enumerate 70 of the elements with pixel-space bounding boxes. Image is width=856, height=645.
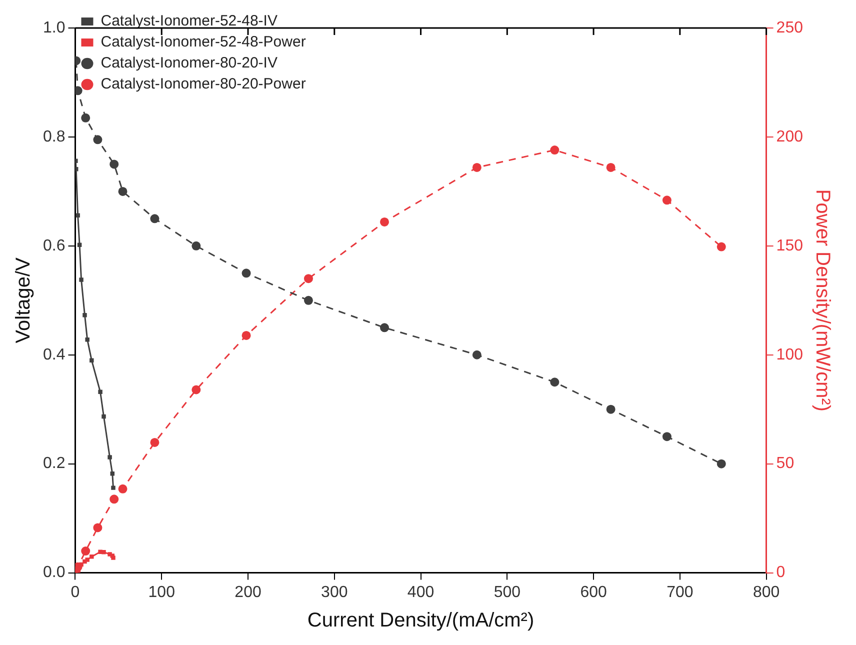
x-axis-title: Current Density/(mA/cm²) <box>307 610 534 632</box>
point <box>77 242 82 247</box>
point <box>606 404 616 414</box>
point <box>76 213 80 218</box>
point <box>304 274 313 284</box>
point <box>85 558 90 562</box>
point <box>108 455 112 460</box>
point <box>150 214 160 224</box>
point <box>118 484 128 494</box>
point <box>662 196 672 205</box>
y-axis-title: Voltage/V <box>12 256 35 344</box>
y2-tick-label: 100 <box>776 346 804 364</box>
point <box>550 146 560 155</box>
point <box>111 486 116 490</box>
y2-tick-label: 200 <box>776 128 804 146</box>
y2-tick-label: 50 <box>776 455 794 472</box>
point <box>242 330 251 340</box>
x-tick-label: 0 <box>70 584 80 601</box>
x-tick-label: 800 <box>752 584 780 601</box>
y-tick-label: 0.0 <box>42 564 66 582</box>
point <box>110 472 115 476</box>
point <box>82 312 87 318</box>
point <box>79 278 84 282</box>
y-tick-label: 0.6 <box>42 237 66 254</box>
point <box>110 160 119 169</box>
y-tick-label: 0.4 <box>42 346 66 364</box>
point <box>102 414 106 419</box>
point <box>550 378 560 387</box>
y2-tick-label: 0 <box>776 564 786 582</box>
y-tick-label: 1.0 <box>42 19 66 36</box>
y-tick-label: 0.8 <box>42 128 66 146</box>
point <box>606 162 616 172</box>
point <box>192 241 201 250</box>
y2-tick-label: 150 <box>776 237 804 254</box>
point <box>242 268 251 278</box>
point <box>472 162 482 172</box>
point <box>716 242 726 252</box>
x-tick-label: 700 <box>666 584 694 601</box>
point <box>81 546 90 556</box>
x-tick-label: 600 <box>580 584 607 601</box>
point <box>380 217 389 226</box>
x-tick-label: 200 <box>234 584 262 601</box>
point <box>81 113 90 122</box>
x-tick-label: 400 <box>407 584 434 601</box>
point <box>150 438 160 447</box>
point <box>93 523 102 532</box>
point <box>90 554 94 559</box>
point <box>380 323 389 332</box>
x-tick-label: 500 <box>494 584 521 601</box>
point <box>93 135 102 144</box>
point <box>90 358 94 362</box>
x-tick-label: 100 <box>148 584 176 601</box>
point <box>304 296 313 305</box>
y2-axis-title: Power Density/(mW/cm²) <box>811 189 834 412</box>
y2-tick-label: 250 <box>776 19 804 36</box>
point <box>102 550 106 554</box>
x-tick-label: 300 <box>321 584 348 601</box>
legend-label: Catalyst-Ionomer-52-48-IV <box>100 12 278 30</box>
point <box>98 390 102 394</box>
point <box>662 432 672 442</box>
point <box>472 350 482 360</box>
legend-label: Catalyst-Ionomer-52-48-Power <box>100 34 306 51</box>
legend-label: Catalyst-Ionomer-80-20-IV <box>100 54 278 72</box>
point <box>85 338 90 342</box>
y-tick-label: 0.2 <box>42 455 66 472</box>
point <box>192 385 201 394</box>
legend-label: Catalyst-Ionomer-80-20-Power <box>100 76 306 93</box>
point <box>110 494 119 504</box>
point <box>118 186 128 196</box>
point <box>716 459 726 468</box>
